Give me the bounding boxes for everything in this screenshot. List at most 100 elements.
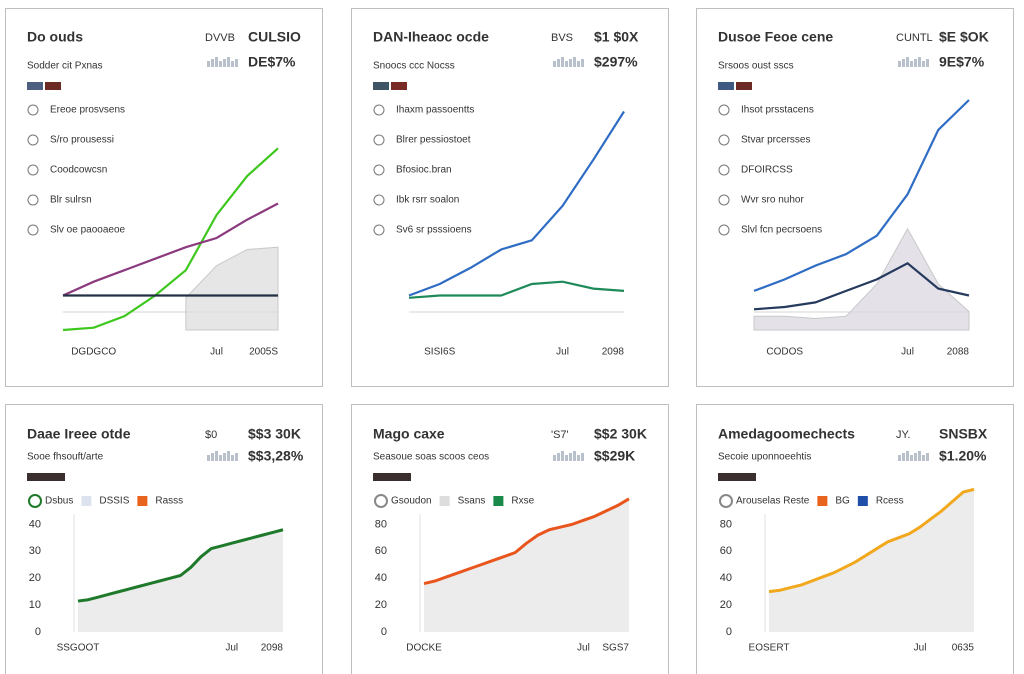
sparkline-icon — [235, 59, 238, 67]
x-tick-label: Jul — [556, 347, 569, 358]
y-tick-label: 40 — [375, 572, 387, 584]
radio-button[interactable] — [27, 224, 39, 236]
legend-label[interactable]: Dsbus — [45, 496, 73, 507]
stat-value: DE$7% — [248, 54, 296, 70]
legend-label[interactable]: Ssans — [458, 496, 486, 507]
radio-button[interactable] — [373, 164, 385, 176]
sparkline-icon — [906, 451, 909, 461]
radio-label[interactable]: Bfosioc.bran — [396, 165, 452, 176]
sparkline-icon — [914, 59, 917, 67]
line — [408, 280, 625, 299]
area — [185, 246, 279, 331]
radio-label[interactable]: Blrer pessiostoet — [396, 135, 471, 146]
x-tick-label: 0635 — [952, 643, 975, 654]
radio-label[interactable]: Sv6 sr psssioens — [396, 225, 472, 236]
sparkline-icon — [235, 453, 238, 461]
radio-label[interactable]: Coodcowcsn — [50, 165, 107, 176]
radio-label[interactable]: Wvr sro nuhor — [741, 195, 804, 206]
legend-label[interactable]: Arouselas Reste — [736, 496, 810, 507]
sparkline-icon — [906, 57, 909, 67]
line — [768, 487, 975, 594]
radio-label[interactable]: Ihaxm passoentts — [396, 105, 474, 116]
x-tick-label: 2098 — [602, 347, 625, 358]
y-tick-label: 0 — [35, 626, 41, 638]
legend-marker — [81, 496, 92, 506]
stat-label: $0 — [205, 429, 217, 441]
y-tick-label: 0 — [726, 626, 732, 638]
radio-button[interactable] — [718, 104, 730, 116]
legend-marker — [817, 496, 828, 506]
card-title: DAN-Iheaoc ocde — [373, 29, 489, 45]
radio-label[interactable]: Ereoe prosvsens — [50, 105, 125, 116]
stat-value: $1 $0X — [594, 29, 639, 45]
x-tick-label: 2098 — [261, 643, 284, 654]
radio-button[interactable] — [27, 194, 39, 206]
radio-label[interactable]: Slv oe paooaeoe — [50, 225, 126, 236]
radio-label[interactable]: S/ro prousessi — [50, 135, 114, 146]
sparkline-icon — [926, 453, 929, 461]
legend-marker — [28, 494, 42, 508]
line — [753, 261, 970, 311]
radio-label[interactable]: Stvar prcersses — [741, 135, 810, 146]
legend-label[interactable]: Gsoudon — [391, 496, 432, 507]
radio-button[interactable] — [27, 164, 39, 176]
radio-button[interactable] — [718, 194, 730, 206]
y-tick-label: 40 — [29, 518, 41, 530]
sparkline-icon — [577, 61, 580, 67]
y-tick-label: 80 — [720, 518, 732, 530]
radio-button[interactable] — [27, 104, 39, 116]
color-swatch — [736, 82, 752, 90]
radio-button[interactable] — [718, 134, 730, 146]
legend-label[interactable]: BG — [835, 496, 850, 507]
line — [753, 99, 970, 292]
stat-label: CUNTL — [896, 32, 933, 44]
area — [424, 498, 629, 632]
line — [62, 147, 279, 332]
legend-label[interactable]: Rxse — [511, 496, 534, 507]
x-tick-label: Jul — [914, 643, 927, 654]
x-tick-label: 2088 — [947, 347, 970, 358]
sparkline-icon — [569, 59, 572, 67]
sparkline-icon — [898, 61, 901, 67]
x-tick-label: SSGOOT — [57, 643, 100, 654]
color-swatch — [718, 82, 734, 90]
legend-label[interactable]: Rcess — [876, 496, 904, 507]
radio-button[interactable] — [718, 164, 730, 176]
radio-button[interactable] — [373, 134, 385, 146]
x-tick-label: CODOS — [766, 347, 803, 358]
sparkline-icon — [553, 455, 556, 461]
color-swatch — [373, 473, 411, 481]
radio-label[interactable]: Ihsot prsstacens — [741, 105, 814, 116]
radio-button[interactable] — [27, 134, 39, 146]
stat-value: 9E$7% — [939, 54, 985, 70]
radio-label[interactable]: Slvl fcn pecrsoens — [741, 225, 822, 236]
sparkline-icon — [565, 455, 568, 461]
stat-value: $$29K — [594, 448, 635, 464]
radio-button[interactable] — [373, 224, 385, 236]
sparkline-icon — [922, 61, 925, 67]
radio-label[interactable]: Ibk rsrr soalon — [396, 195, 459, 206]
legend-label[interactable]: Rasss — [155, 496, 183, 507]
stat-label: DVVB — [205, 32, 235, 44]
radio-label[interactable]: Blr sulrsn — [50, 195, 92, 206]
x-tick-label: EOSERT — [749, 643, 790, 654]
x-tick-label: Jul — [901, 347, 914, 358]
radio-label[interactable]: DFOIRCSS — [741, 165, 793, 176]
stat-label: 'S7' — [551, 429, 569, 441]
legend-label[interactable]: DSSIS — [99, 496, 129, 507]
sparkline-icon — [223, 453, 226, 461]
stat-label: BVS — [551, 32, 573, 44]
radio-button[interactable] — [373, 194, 385, 206]
sparkline-icon — [215, 451, 218, 461]
sparkline-icon — [553, 61, 556, 67]
sparkline-icon — [902, 453, 905, 461]
line — [423, 497, 630, 586]
sparkline-icon — [902, 59, 905, 67]
y-tick-label: 20 — [29, 572, 41, 584]
radio-button[interactable] — [373, 104, 385, 116]
sparkline-icon — [557, 59, 560, 67]
area — [78, 529, 283, 632]
radio-button[interactable] — [718, 224, 730, 236]
sparkline-icon — [573, 57, 576, 67]
